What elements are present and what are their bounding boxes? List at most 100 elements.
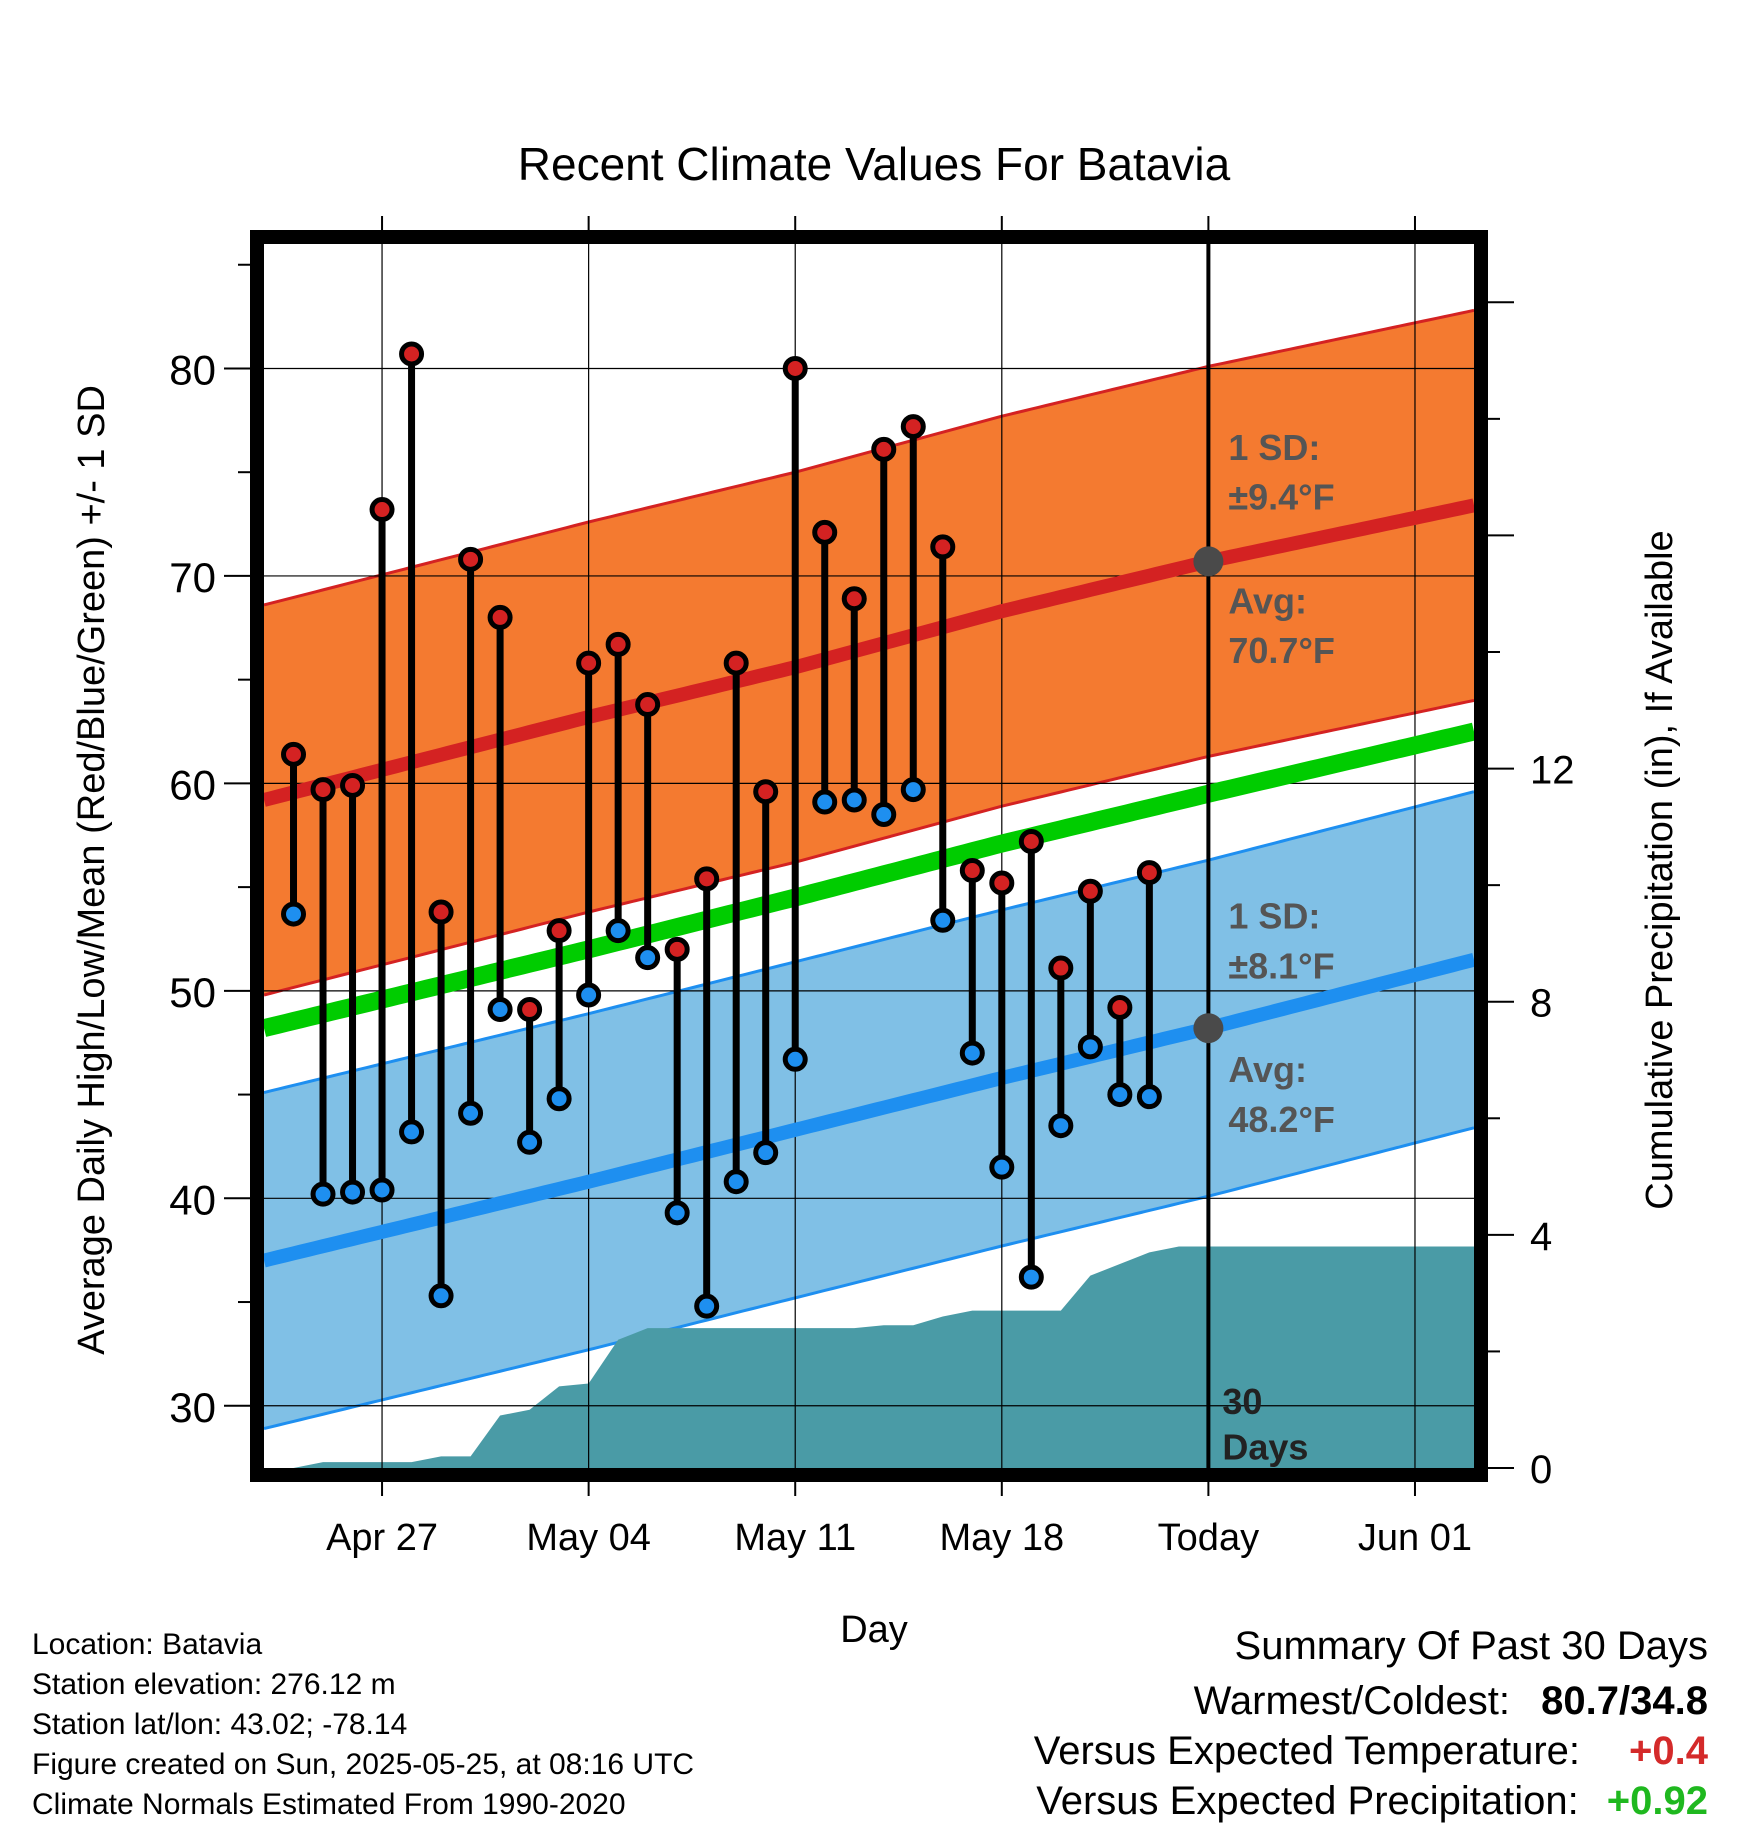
x-tick-label: May 11	[734, 1517, 856, 1559]
summary-panel: Summary Of Past 30 Days Warmest/Coldest:…	[1034, 1620, 1708, 1826]
observed-low-point	[664, 1200, 690, 1226]
y2-tick-label: 0	[1530, 1448, 1552, 1492]
y-axis-label: Average Daily High/Low/Mean (Red/Blue/Gr…	[71, 385, 113, 1355]
plot-content	[264, 244, 1474, 1468]
y2-tick-label: 12	[1530, 749, 1575, 793]
observed-low-point	[930, 907, 956, 933]
observed-low-point	[871, 802, 897, 828]
high-sd-label: 1 SD:	[1228, 427, 1320, 468]
observed-high-point	[546, 918, 572, 944]
y-tick-label: 50	[169, 969, 216, 1016]
summary-warmest-row: Warmest/Coldest: 80.7/34.8	[1034, 1676, 1708, 1726]
observed-low-point	[723, 1169, 749, 1195]
observed-low-point	[753, 1140, 779, 1166]
observed-high-point	[635, 692, 661, 718]
observed-low-point	[1136, 1084, 1162, 1110]
observed-high-point	[664, 936, 690, 962]
x-tick-label: Jun 01	[1358, 1517, 1472, 1559]
high-avg-marker	[1193, 546, 1224, 577]
observed-low-point	[605, 918, 631, 944]
y-tick-label: 70	[169, 554, 216, 601]
observed-low-point	[546, 1086, 572, 1112]
observed-low-point	[694, 1293, 720, 1319]
warmest-value: 80.7/34.8	[1541, 1679, 1708, 1723]
y2-tick-label: 4	[1530, 1215, 1552, 1259]
y2-tick-label: 8	[1530, 982, 1552, 1026]
observed-low-point	[517, 1129, 543, 1155]
observed-low-point	[959, 1040, 985, 1066]
observed-high-point	[340, 772, 366, 798]
chart-title: Recent Climate Values For Batavia	[518, 138, 1231, 190]
low-avg-label: Avg:	[1228, 1049, 1307, 1090]
normal-mean-line	[264, 722, 1474, 1037]
summary-precip-row: Versus Expected Precipitation: +0.92	[1034, 1776, 1708, 1826]
temp-value: +0.4	[1629, 1729, 1708, 1773]
observed-high-point	[1077, 878, 1103, 904]
observed-high-point	[989, 870, 1015, 896]
observed-low-point	[458, 1100, 484, 1126]
precip-area	[264, 1246, 1474, 1468]
x-tick-label: May 04	[526, 1517, 651, 1559]
observed-high-point	[399, 341, 425, 367]
precip-label: Versus Expected Precipitation:	[1036, 1779, 1579, 1823]
observed-low-point	[989, 1154, 1015, 1180]
y-tick-label: 40	[169, 1176, 216, 1223]
y-tick-label: 60	[169, 761, 216, 808]
observed-low-point	[841, 787, 867, 813]
observed-low-point	[487, 997, 513, 1023]
observed-low-point	[900, 777, 926, 803]
observed-high-point	[871, 436, 897, 462]
summary-title: Summary Of Past 30 Days	[1234, 1624, 1708, 1668]
observed-high-point	[576, 650, 602, 676]
observed-high-point	[841, 586, 867, 612]
plot-frame	[250, 230, 1488, 1482]
observed-high-point	[812, 519, 838, 545]
axes	[224, 216, 1514, 1496]
y-tick-label: 30	[169, 1384, 216, 1431]
observed-high-point	[605, 631, 631, 657]
high-avg-label: Avg:	[1228, 580, 1307, 621]
normal-low-mean-line	[264, 952, 1474, 1268]
days-count: 30	[1222, 1381, 1262, 1422]
observed-high-point	[959, 858, 985, 884]
low-sd-value: ±8.1°F	[1228, 945, 1334, 986]
normal-high-mean-line	[264, 498, 1474, 807]
observed-high-point	[369, 497, 395, 523]
high-sd-value: ±9.4°F	[1228, 477, 1334, 518]
low-sd-label: 1 SD:	[1228, 896, 1320, 937]
observed-high-point	[1018, 828, 1044, 854]
observed-high-point	[281, 741, 307, 767]
observed-high-point	[753, 779, 779, 805]
high-avg-value: 70.7°F	[1228, 630, 1334, 671]
summary-temp-row: Versus Expected Temperature: +0.4	[1034, 1726, 1708, 1776]
observed-low-point	[576, 982, 602, 1008]
observed-low-point	[399, 1119, 425, 1145]
observed-low-point	[369, 1177, 395, 1203]
observed-low-point	[310, 1181, 336, 1207]
days-label: Days	[1222, 1427, 1308, 1468]
observed-high-point	[694, 866, 720, 892]
observed-low-point	[1077, 1034, 1103, 1060]
observed-high-point	[1136, 860, 1162, 886]
observed-high-point	[782, 355, 808, 381]
x-tick-label: Apr 27	[326, 1517, 438, 1559]
observed-low-point	[782, 1046, 808, 1072]
observed-low-point	[1107, 1082, 1133, 1108]
observed-high-point	[310, 777, 336, 803]
observed-low-point	[340, 1179, 366, 1205]
observed-low-point	[812, 789, 838, 815]
x-tick-label: Today	[1158, 1517, 1259, 1559]
y2-axis-label: Cumulative Precipitation (in), If Availa…	[1639, 530, 1681, 1209]
observed-high-point	[930, 534, 956, 560]
station-location: Location: Batavia	[32, 1628, 263, 1661]
normal-high-band-lower-edge	[264, 698, 1474, 997]
observed-low-point	[635, 945, 661, 971]
observed-high-point	[517, 997, 543, 1023]
observed-low-point	[281, 901, 307, 927]
observed-high-point	[1048, 955, 1074, 981]
station-latlon: Station lat/lon: 43.02; -78.14	[32, 1708, 408, 1741]
observed-low-point	[428, 1283, 454, 1309]
station-info: Location: Batavia Station elevation: 276…	[32, 1625, 694, 1825]
normal-low-band-upper-edge	[264, 790, 1474, 1094]
x-tick-label: May 18	[939, 1517, 1064, 1559]
